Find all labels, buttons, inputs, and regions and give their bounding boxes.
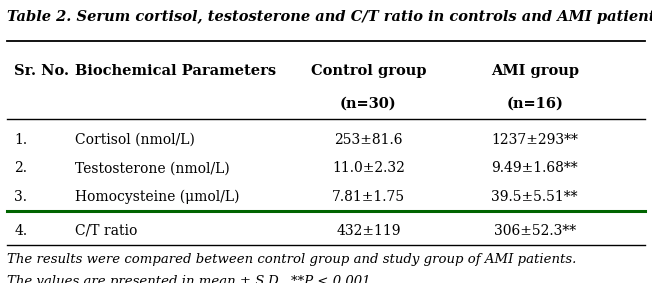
Text: The results were compared between control group and study group of AMI patients.: The results were compared between contro… bbox=[7, 253, 576, 266]
Text: Cortisol (nmol/L): Cortisol (nmol/L) bbox=[75, 133, 195, 147]
Text: Testosterone (nmol/L): Testosterone (nmol/L) bbox=[75, 161, 230, 175]
Text: (n=30): (n=30) bbox=[340, 96, 396, 110]
Text: AMI group: AMI group bbox=[491, 64, 578, 78]
Text: Sr. No.: Sr. No. bbox=[14, 64, 69, 78]
Text: 11.0±2.32: 11.0±2.32 bbox=[332, 161, 405, 175]
Text: 1237±293**: 1237±293** bbox=[491, 133, 578, 147]
Text: 7.81±1.75: 7.81±1.75 bbox=[332, 190, 405, 204]
Text: Control group: Control group bbox=[310, 64, 426, 78]
Text: 4.: 4. bbox=[14, 224, 27, 238]
Text: 9.49±1.68**: 9.49±1.68** bbox=[492, 161, 578, 175]
Text: 432±119: 432±119 bbox=[336, 224, 400, 238]
Text: 1.: 1. bbox=[14, 133, 27, 147]
Text: (n=16): (n=16) bbox=[506, 96, 563, 110]
Text: 253±81.6: 253±81.6 bbox=[334, 133, 403, 147]
Text: The values are presented in mean ± S.D.  **P < 0.001.: The values are presented in mean ± S.D. … bbox=[7, 275, 374, 283]
Text: Homocysteine (μmol/L): Homocysteine (μmol/L) bbox=[75, 190, 239, 204]
Text: Biochemical Parameters: Biochemical Parameters bbox=[75, 64, 276, 78]
Text: 39.5±5.51**: 39.5±5.51** bbox=[492, 190, 578, 204]
Text: 2.: 2. bbox=[14, 161, 27, 175]
Text: Table 2. Serum cortisol, testosterone and C/T ratio in controls and AMI patients: Table 2. Serum cortisol, testosterone an… bbox=[7, 10, 652, 24]
Text: 306±52.3**: 306±52.3** bbox=[494, 224, 576, 238]
Text: 3.: 3. bbox=[14, 190, 27, 204]
Text: C/T ratio: C/T ratio bbox=[75, 224, 138, 238]
